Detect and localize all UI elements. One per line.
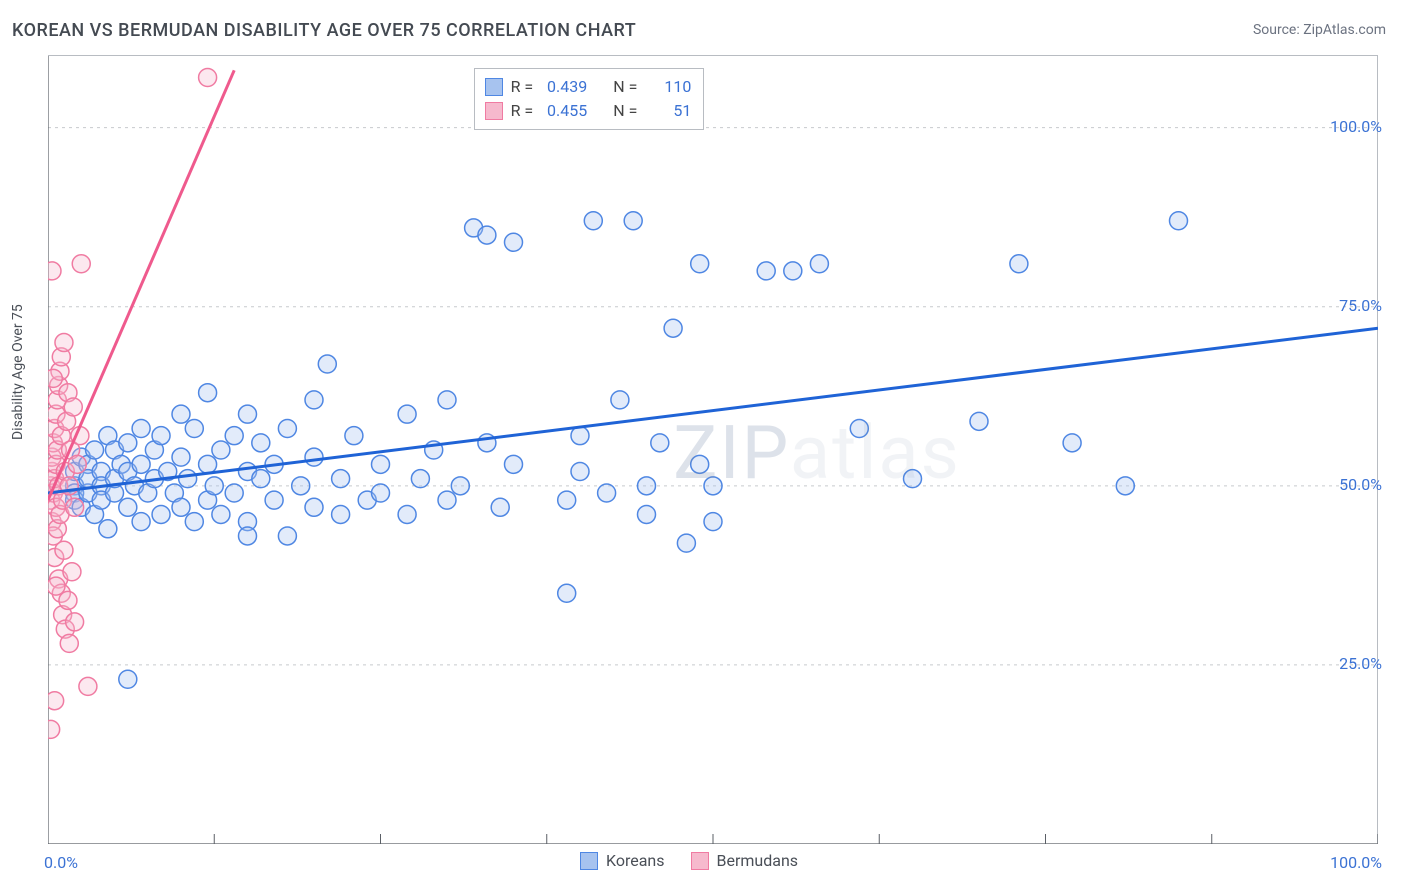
chart-container: KOREAN VS BERMUDAN DISABILITY AGE OVER 7… xyxy=(0,0,1406,892)
series-swatch xyxy=(485,102,503,120)
plot-area: ZIPatlas R =0.439N =110R =0.455N =51 xyxy=(48,55,1378,843)
n-label: N = xyxy=(613,99,637,123)
r-value: 0.455 xyxy=(541,99,587,123)
legend-label: Bermudans xyxy=(717,851,799,870)
r-label: R = xyxy=(511,99,534,123)
n-value: 110 xyxy=(645,75,691,99)
legend-swatch xyxy=(691,852,709,870)
series-swatch xyxy=(485,78,503,96)
bottom-legend: Koreans Bermudans xyxy=(580,851,798,870)
y-tick-label: 100.0% xyxy=(1330,117,1382,136)
n-label: N = xyxy=(613,75,637,99)
y-axis-label: Disability Age Over 75 xyxy=(10,304,26,440)
chart-title: KOREAN VS BERMUDAN DISABILITY AGE OVER 7… xyxy=(12,20,636,41)
r-label: R = xyxy=(511,75,534,99)
r-value: 0.439 xyxy=(541,75,587,99)
y-tick-label: 25.0% xyxy=(1339,654,1382,673)
y-tick-label: 75.0% xyxy=(1339,296,1382,315)
legend-item: Koreans xyxy=(580,851,665,870)
y-tick-label: 50.0% xyxy=(1339,475,1382,494)
stats-legend-box: R = 0.439 N = 110 R = 0.455 N = 51 xyxy=(474,68,705,130)
stats-row: R = 0.439 N = 110 xyxy=(485,75,692,99)
legend-swatch xyxy=(580,852,598,870)
x-tick-label-left: 0.0% xyxy=(44,853,78,872)
scatter-svg xyxy=(48,56,1378,844)
stats-row: R = 0.455 N = 51 xyxy=(485,99,692,123)
legend-label: Koreans xyxy=(606,851,665,870)
x-tick-label-right: 100.0% xyxy=(1330,853,1382,872)
n-value: 51 xyxy=(645,99,691,123)
source-label: Source: ZipAtlas.com xyxy=(1253,22,1386,38)
legend-item: Bermudans xyxy=(691,851,799,870)
